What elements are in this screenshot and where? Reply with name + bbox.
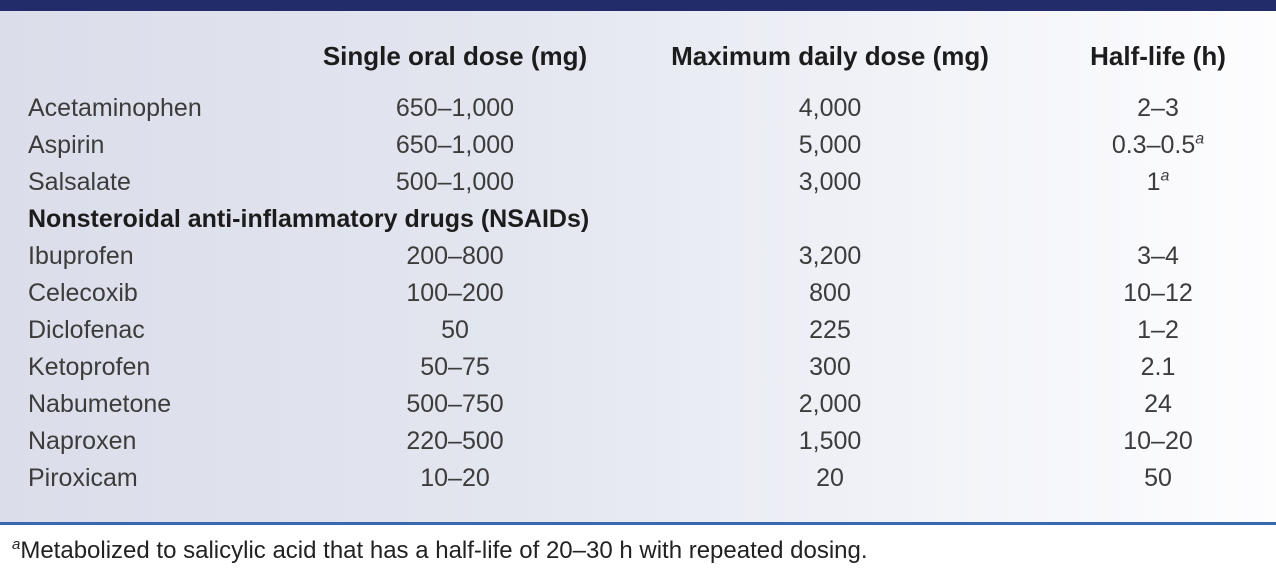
max-daily-cell: 300 — [809, 353, 851, 381]
table-row: Ibuprofen 200–800 3,200 3–4 — [0, 238, 1276, 275]
footnote-text: Metabolized to salicylic acid that has a… — [20, 537, 868, 564]
footnote: aMetabolized to salicylic acid that has … — [0, 525, 1276, 565]
half-life-cell: 50 — [1144, 464, 1172, 492]
table-area: Single oral dose (mg) Maximum daily dose… — [0, 11, 1276, 522]
table-body: Acetaminophen 650–1,000 4,000 2–3 Aspirin 650… — [0, 90, 1276, 497]
max-daily-cell: 3,200 — [798, 242, 862, 270]
half-life-cell: 10–12 — [1123, 279, 1193, 307]
half-life-cell: 0.3–0.5a — [1111, 130, 1205, 159]
drug-name-cell: Salsalate — [28, 168, 131, 196]
single-dose-cell: 50 — [441, 316, 469, 344]
table-row: Diclofenac 50 225 1–2 — [0, 312, 1276, 349]
half-life-cell: 1–2 — [1137, 316, 1179, 344]
analgesic-dosing-table: Single oral dose (mg) Maximum daily dose… — [0, 11, 1276, 497]
drug-name-cell: Ketoprofen — [28, 353, 151, 381]
table-row: Nabumetone 500–750 2,000 24 — [0, 386, 1276, 423]
max-daily-cell: 800 — [809, 279, 851, 307]
table-row: Celecoxib 100–200 800 10–12 — [0, 275, 1276, 312]
max-daily-cell: 20 — [816, 464, 844, 492]
single-dose-cell: 500–750 — [406, 390, 504, 418]
single-dose-cell: 200–800 — [406, 242, 504, 270]
drug-name-cell: Diclofenac — [28, 316, 145, 344]
section-header: Nonsteroidal anti-inflammatory drugs (NS… — [28, 205, 590, 233]
single-dose-column-header: Single oral dose (mg) — [322, 41, 588, 71]
max-daily-cell: 1,500 — [798, 427, 862, 455]
footnote-marker: a — [1160, 167, 1170, 185]
top-accent-bar — [0, 0, 1276, 11]
half-life-cell: 3–4 — [1137, 242, 1179, 270]
footnote-marker: a — [12, 536, 21, 553]
table-header-row: Single oral dose (mg) Maximum daily dose… — [0, 11, 1276, 90]
drug-name-cell: Ibuprofen — [28, 242, 134, 270]
single-dose-cell: 50–75 — [420, 353, 490, 381]
max-daily-cell: 4,000 — [798, 94, 862, 122]
half-life-cell: 2–3 — [1137, 94, 1179, 122]
drug-name-cell: Piroxicam — [28, 464, 138, 492]
drug-name-cell: Nabumetone — [28, 390, 172, 418]
table-row: Naproxen 220–500 1,500 10–20 — [0, 423, 1276, 460]
single-dose-cell: 220–500 — [406, 427, 504, 455]
drug-name-cell: Aspirin — [28, 131, 105, 159]
section-row: Nonsteroidal anti-inflammatory drugs (NS… — [0, 201, 1276, 238]
max-daily-cell: 225 — [809, 316, 851, 344]
half-life-cell: 2.1 — [1140, 353, 1176, 381]
single-dose-cell: 650–1,000 — [395, 94, 515, 122]
max-daily-cell: 3,000 — [798, 168, 862, 196]
half-life-cell: 10–20 — [1123, 427, 1193, 455]
table-row: Ketoprofen 50–75 300 2.1 — [0, 349, 1276, 386]
footnote-marker: a — [1195, 130, 1205, 148]
half-life-cell: 1a — [1146, 167, 1170, 196]
max-daily-cell: 2,000 — [798, 390, 862, 418]
table-row: Piroxicam 10–20 20 50 — [0, 460, 1276, 497]
single-dose-cell: 100–200 — [406, 279, 504, 307]
table-row: Acetaminophen 650–1,000 4,000 2–3 — [0, 90, 1276, 127]
table-row: Salsalate 500–1,000 3,000 1a — [0, 164, 1276, 201]
drug-name-cell: Naproxen — [28, 427, 137, 455]
max-daily-cell: 5,000 — [798, 131, 862, 159]
max-daily-column-header: Maximum daily dose (mg) — [671, 41, 989, 71]
half-life-cell: 24 — [1144, 390, 1172, 418]
table-row: Aspirin 650–1,000 5,000 0.3–0.5a — [0, 127, 1276, 164]
drug-column-header — [0, 11, 290, 90]
single-dose-cell: 500–1,000 — [395, 168, 515, 196]
drug-name-cell: Acetaminophen — [28, 94, 202, 122]
bottom-rule — [0, 522, 1276, 525]
single-dose-cell: 10–20 — [420, 464, 490, 492]
half-life-column-header: Half-life (h) — [1090, 41, 1226, 71]
drug-name-cell: Celecoxib — [28, 279, 138, 307]
single-dose-cell: 650–1,000 — [395, 131, 515, 159]
